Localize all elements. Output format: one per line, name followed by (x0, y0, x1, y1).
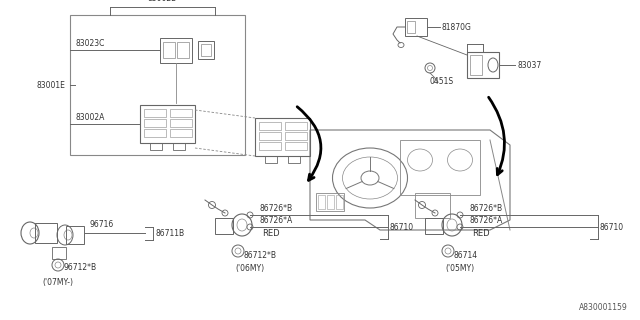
Text: 83037: 83037 (517, 60, 541, 69)
Bar (407, 21, 415, 33)
Bar (150, 143, 162, 150)
Text: 86726*A: 86726*A (470, 216, 503, 225)
Bar (415, 193, 450, 218)
Bar (336, 195, 343, 209)
Bar (318, 195, 325, 209)
Bar (327, 195, 334, 209)
Bar (52, 247, 66, 259)
Bar (140, 105, 195, 143)
Bar (170, 129, 192, 137)
FancyArrowPatch shape (488, 97, 504, 175)
Text: 96716: 96716 (90, 220, 115, 229)
Bar (316, 193, 344, 211)
Text: 83002B: 83002B (148, 0, 177, 3)
Bar (66, 226, 84, 244)
Text: ('07MY-): ('07MY-) (42, 278, 74, 287)
Bar (144, 129, 166, 137)
Bar (70, 15, 245, 155)
Bar (201, 44, 211, 56)
Text: 86726*A: 86726*A (260, 216, 293, 225)
Bar (173, 143, 185, 150)
Text: 83002A: 83002A (75, 113, 104, 122)
Bar (255, 118, 310, 156)
Bar (259, 122, 281, 130)
Bar (285, 122, 307, 130)
Bar (170, 109, 192, 117)
Bar (400, 140, 480, 195)
Bar (259, 132, 281, 140)
Bar (470, 55, 482, 75)
Bar (285, 132, 307, 140)
Bar (467, 52, 499, 78)
Bar (259, 142, 281, 150)
Text: A830001159: A830001159 (579, 303, 628, 312)
Text: 86712*B: 86712*B (244, 251, 277, 260)
Bar (144, 119, 166, 127)
Text: 83001E: 83001E (36, 81, 65, 90)
Bar (215, 218, 233, 234)
Bar (425, 218, 443, 234)
Bar (265, 156, 277, 163)
Text: 86711B: 86711B (155, 228, 184, 237)
Bar (285, 142, 307, 150)
Text: ('06MY): ('06MY) (236, 265, 264, 274)
Text: ('05MY): ('05MY) (445, 265, 475, 274)
Bar (170, 119, 192, 127)
Text: 83023C: 83023C (75, 39, 104, 48)
Bar (405, 18, 427, 36)
Text: 86710: 86710 (600, 222, 624, 231)
Text: RED: RED (262, 228, 280, 237)
Bar (288, 156, 300, 163)
Bar (177, 42, 189, 58)
Bar (163, 42, 175, 58)
Bar (198, 41, 214, 59)
Text: 86726*B: 86726*B (260, 204, 293, 213)
Text: 0451S: 0451S (430, 77, 454, 86)
FancyArrowPatch shape (297, 107, 321, 180)
Text: 86710: 86710 (390, 222, 414, 231)
Bar (160, 38, 192, 63)
Text: 86726*B: 86726*B (470, 204, 503, 213)
Text: RED: RED (472, 228, 490, 237)
Text: 96712*B: 96712*B (64, 262, 97, 271)
Bar (35, 223, 57, 243)
Text: 86714: 86714 (454, 251, 478, 260)
Text: 81870G: 81870G (442, 22, 472, 31)
Bar (144, 109, 166, 117)
